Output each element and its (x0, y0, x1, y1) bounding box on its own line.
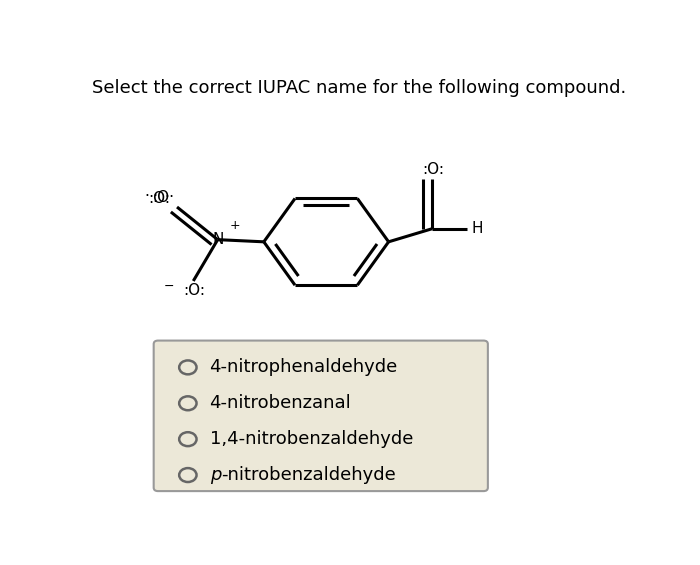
Text: −: − (163, 280, 174, 293)
Text: :O:: :O: (183, 283, 205, 298)
Text: ·: · (145, 189, 150, 203)
Text: p: p (209, 466, 221, 484)
Text: N: N (212, 232, 223, 247)
Text: H: H (472, 221, 483, 236)
Text: -nitrobenzaldehyde: -nitrobenzaldehyde (221, 466, 396, 484)
Text: 4-nitrophenaldehyde: 4-nitrophenaldehyde (209, 358, 398, 376)
Text: Select the correct IUPAC name for the following compound.: Select the correct IUPAC name for the fo… (92, 79, 626, 97)
Circle shape (179, 396, 197, 410)
Circle shape (179, 468, 197, 482)
Text: :O:: :O: (148, 191, 171, 206)
FancyBboxPatch shape (154, 341, 488, 491)
Text: :O:: :O: (422, 162, 444, 176)
Text: 1,4-nitrobenzaldehyde: 1,4-nitrobenzaldehyde (209, 430, 413, 448)
Text: :O·: :O· (153, 190, 174, 205)
Text: +: + (230, 219, 240, 232)
Circle shape (179, 432, 197, 446)
Text: 4-nitrobenzanal: 4-nitrobenzanal (209, 394, 351, 412)
Circle shape (179, 360, 197, 375)
